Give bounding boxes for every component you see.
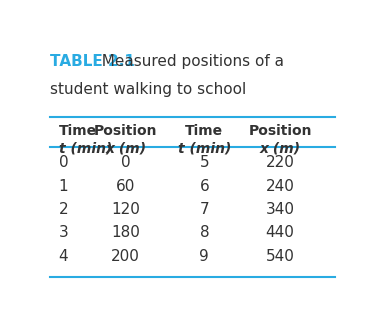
Text: 240: 240 — [266, 179, 294, 194]
Text: 60: 60 — [116, 179, 135, 194]
Text: 7: 7 — [200, 202, 209, 217]
Text: student walking to school: student walking to school — [50, 82, 246, 97]
Text: x (m): x (m) — [259, 142, 301, 156]
Text: 5: 5 — [200, 155, 209, 170]
Text: 9: 9 — [200, 249, 209, 264]
Text: 220: 220 — [266, 155, 294, 170]
Text: 3: 3 — [59, 225, 68, 240]
Text: 8: 8 — [200, 225, 209, 240]
Text: 4: 4 — [59, 249, 68, 264]
Text: x (m): x (m) — [105, 142, 146, 156]
Text: t (min): t (min) — [178, 142, 231, 156]
Text: Measured positions of a: Measured positions of a — [92, 54, 284, 69]
Text: 180: 180 — [111, 225, 140, 240]
Text: Time: Time — [59, 124, 97, 138]
Text: 0: 0 — [121, 155, 130, 170]
Text: TABLE 2.1: TABLE 2.1 — [50, 54, 135, 69]
Text: 340: 340 — [265, 202, 295, 217]
Text: 540: 540 — [266, 249, 294, 264]
Text: Time: Time — [185, 124, 223, 138]
Text: 0: 0 — [59, 155, 68, 170]
Text: 6: 6 — [200, 179, 209, 194]
Text: 200: 200 — [111, 249, 140, 264]
Text: 1: 1 — [59, 179, 68, 194]
Text: 2: 2 — [59, 202, 68, 217]
Text: 440: 440 — [266, 225, 294, 240]
Text: Position: Position — [249, 124, 312, 138]
Text: Position: Position — [94, 124, 158, 138]
Text: t (min): t (min) — [59, 142, 112, 156]
Text: 120: 120 — [111, 202, 140, 217]
